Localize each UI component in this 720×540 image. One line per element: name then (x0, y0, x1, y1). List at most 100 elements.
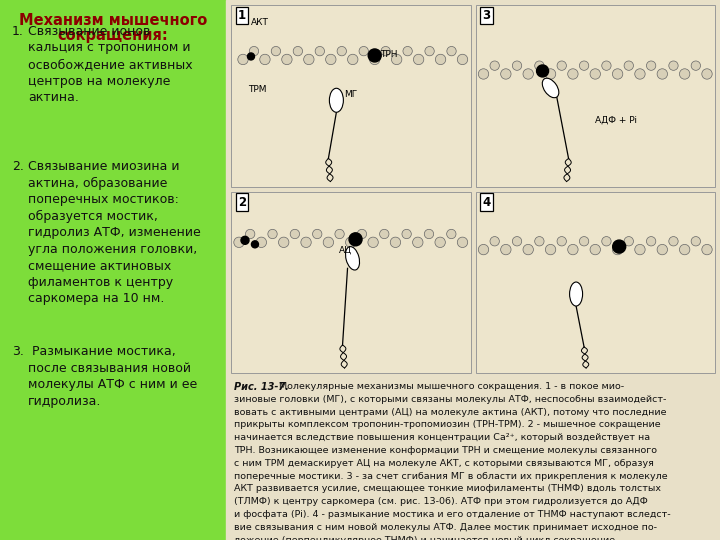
Circle shape (647, 237, 656, 246)
Text: (ТЛМФ) к центру саркомера (см. рис. 13-06). АТФ при этом гидролизуется до АДФ: (ТЛМФ) к центру саркомера (см. рис. 13-0… (234, 497, 648, 506)
Circle shape (325, 54, 336, 65)
Circle shape (478, 69, 489, 79)
Circle shape (279, 237, 289, 247)
Circle shape (635, 69, 645, 79)
Circle shape (590, 69, 600, 79)
Text: ложение (перпендикулярное ТНМФ) и начинается новый цикл сокращение.: ложение (перпендикулярное ТНМФ) и начина… (234, 536, 618, 540)
Text: АКТ: АКТ (251, 18, 269, 27)
Text: ТРН: ТРН (379, 50, 397, 59)
Bar (231, 5, 470, 186)
Text: Размыкание мостика,
после связывания новой
молекулы АТФ с ним и ее
гидролиза.: Размыкание мостика, после связывания нов… (28, 345, 197, 408)
Text: поперечные мостики. 3 - за счет сгибания МГ в области их прикрепления к молекуле: поперечные мостики. 3 - за счет сгибания… (234, 471, 667, 481)
Circle shape (580, 61, 589, 70)
Circle shape (580, 237, 589, 246)
Text: Связывание миозина и
актина, образование
поперечных мостиков:
образуется мостик,: Связывание миозина и актина, образование… (28, 160, 201, 305)
Text: прикрыты комплексом тропонин-тропомиозин (ТРН-ТРМ). 2 - мышечное сокращение: прикрыты комплексом тропонин-тропомиозин… (234, 421, 661, 429)
Text: Рис. 13-7.: Рис. 13-7. (234, 382, 289, 392)
Circle shape (251, 241, 258, 248)
Circle shape (536, 65, 549, 77)
Text: Механизм мышечного: Механизм мышечного (19, 13, 207, 28)
Circle shape (424, 230, 433, 239)
Circle shape (241, 237, 249, 244)
Circle shape (234, 237, 244, 247)
Text: 2.: 2. (12, 160, 24, 173)
Circle shape (368, 237, 378, 247)
Text: вовать с активными центрами (АЦ) на молекуле актина (АКТ), потому что последние: вовать с активными центрами (АЦ) на моле… (234, 408, 667, 416)
Circle shape (457, 54, 468, 65)
Text: АДФ + Pi: АДФ + Pi (595, 116, 637, 125)
Circle shape (379, 230, 389, 239)
Circle shape (312, 230, 322, 239)
Circle shape (323, 237, 333, 247)
Text: с ним ТРМ демаскирует АЦ на молекуле АКТ, с которыми связываются МГ, образуя: с ним ТРМ демаскирует АЦ на молекуле АКТ… (234, 459, 654, 468)
Circle shape (557, 237, 567, 246)
Bar (475, 192, 715, 373)
Circle shape (602, 61, 611, 70)
Circle shape (301, 237, 311, 247)
Circle shape (535, 237, 544, 246)
Circle shape (268, 230, 277, 239)
Text: АКТ развивается усилие, смещающее тонкие миофиламенты (ТНМФ) вдоль толстых: АКТ развивается усилие, смещающее тонкие… (234, 484, 661, 494)
Circle shape (346, 237, 356, 247)
Circle shape (290, 230, 300, 239)
Circle shape (457, 237, 468, 247)
Circle shape (523, 69, 534, 79)
Circle shape (702, 245, 712, 255)
Circle shape (500, 69, 511, 79)
Circle shape (669, 61, 678, 70)
Circle shape (413, 237, 423, 247)
Circle shape (368, 49, 381, 62)
Circle shape (624, 61, 634, 70)
Circle shape (348, 54, 358, 65)
Circle shape (390, 237, 400, 247)
Circle shape (446, 230, 456, 239)
Ellipse shape (542, 78, 559, 98)
Circle shape (357, 230, 366, 239)
Circle shape (647, 61, 656, 70)
Text: ТРМ: ТРМ (248, 85, 266, 94)
Circle shape (535, 61, 544, 70)
Circle shape (500, 245, 511, 255)
Text: вие связывания с ним новой молекулы АТФ. Далее мостик принимает исходное по-: вие связывания с ним новой молекулы АТФ.… (234, 523, 657, 532)
Circle shape (513, 237, 522, 246)
Circle shape (613, 69, 623, 79)
Circle shape (359, 46, 369, 56)
Circle shape (613, 240, 626, 253)
Text: 2: 2 (238, 195, 246, 208)
Circle shape (669, 237, 678, 246)
Circle shape (304, 54, 314, 65)
Circle shape (447, 46, 456, 56)
Circle shape (567, 69, 578, 79)
Text: ТРН. Возникающее изменение конформации ТРН и смещение молекулы связанного: ТРН. Возникающее изменение конформации Т… (234, 446, 657, 455)
Circle shape (691, 61, 701, 70)
Circle shape (545, 69, 556, 79)
Circle shape (249, 46, 258, 56)
Text: МГ: МГ (344, 90, 358, 99)
Circle shape (293, 46, 302, 56)
Circle shape (657, 69, 667, 79)
Bar (475, 5, 715, 186)
Circle shape (248, 53, 254, 60)
Circle shape (435, 237, 446, 247)
Circle shape (545, 245, 556, 255)
Circle shape (282, 54, 292, 65)
Text: 3.: 3. (12, 345, 24, 358)
Text: Молекулярные механизмы мышечного сокращения. 1 - в покое мио-: Молекулярные механизмы мышечного сокраще… (276, 382, 624, 391)
Circle shape (337, 46, 346, 56)
Bar (231, 192, 470, 373)
Circle shape (557, 61, 567, 70)
Ellipse shape (329, 88, 343, 112)
Circle shape (702, 69, 712, 79)
Circle shape (680, 245, 690, 255)
Text: и фосфата (Pi). 4 - размыкание мостика и его отдаление от ТНМФ наступают вследст: и фосфата (Pi). 4 - размыкание мостика и… (234, 510, 670, 519)
Circle shape (349, 233, 362, 246)
Circle shape (271, 46, 281, 56)
Circle shape (260, 54, 270, 65)
Circle shape (256, 237, 266, 247)
Text: 1: 1 (238, 9, 246, 22)
Circle shape (513, 61, 522, 70)
Circle shape (635, 245, 645, 255)
Circle shape (490, 237, 500, 246)
Circle shape (436, 54, 446, 65)
Circle shape (680, 69, 690, 79)
